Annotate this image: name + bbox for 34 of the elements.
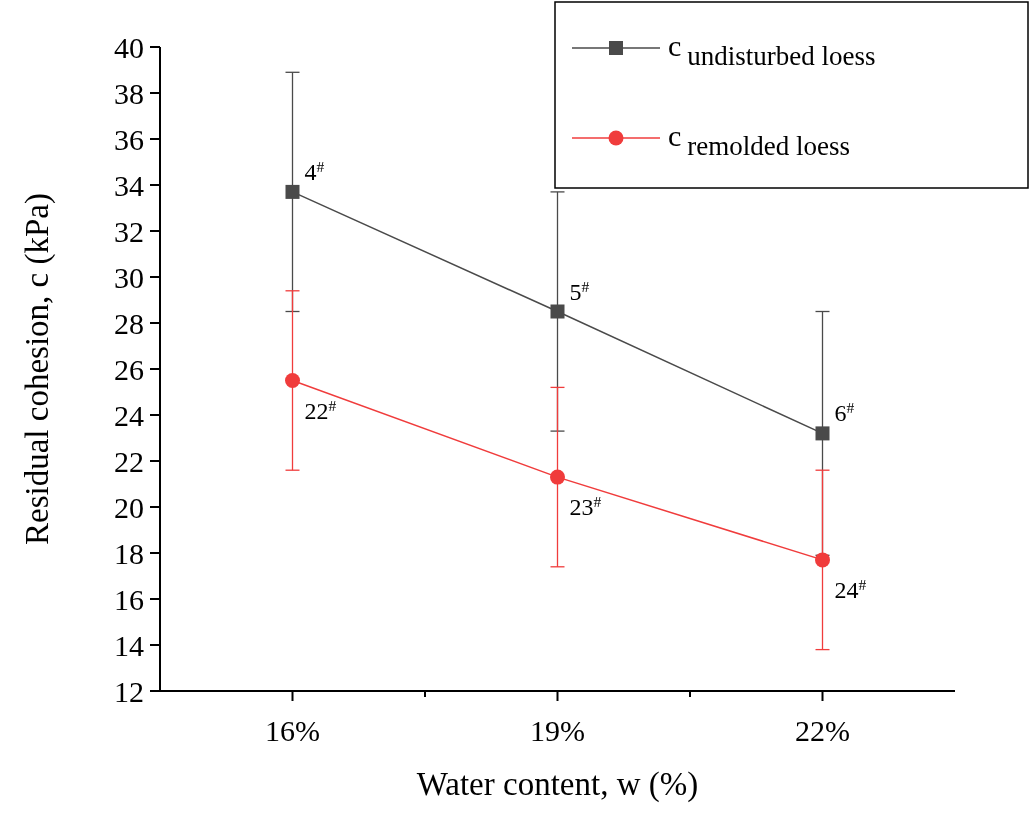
y-tick-label: 38 [114, 76, 144, 110]
point [550, 469, 565, 485]
point [815, 426, 830, 441]
y-tick-label: 24 [114, 398, 144, 432]
y-tick-label: 32 [114, 214, 144, 248]
x-axis-title: Water content, w (%) [416, 766, 699, 803]
y-tick-label: 16 [114, 582, 144, 616]
y-tick-label: 34 [114, 168, 144, 202]
y-tick-label: 30 [114, 260, 144, 294]
point [550, 304, 565, 319]
y-tick-label: 20 [114, 490, 144, 524]
point [285, 184, 300, 199]
y-tick-label: 28 [114, 306, 144, 340]
x-tick-label: 16% [265, 714, 320, 747]
legend-label: c$_{remolded loess}$ [668, 119, 851, 162]
y-tick-label: 22 [114, 444, 144, 478]
x-tick-label: 19% [530, 714, 585, 747]
x-tick-label: 22% [795, 714, 850, 747]
y-tick-label: 40 [114, 30, 144, 64]
annotation: 22$^{#}$ [304, 396, 337, 424]
legend-label: c$_{undisturbed loess}$ [668, 29, 876, 72]
point [815, 552, 830, 568]
y-tick-label: 26 [114, 352, 144, 386]
annotation: 6$^{#}$ [834, 398, 855, 427]
annotation: 24$^{#}$ [834, 575, 867, 603]
y-tick-label: 36 [114, 122, 144, 156]
annotation: 5$^{#}$ [569, 277, 590, 305]
y-tick-label: 12 [114, 674, 144, 708]
point [285, 373, 300, 388]
annotation: 23$^{#}$ [569, 492, 602, 521]
y-axis-title: Residual cohesion, c (kPa) [19, 193, 56, 545]
annotation: 4$^{#}$ [304, 157, 325, 185]
y-tick-label: 18 [114, 536, 144, 570]
y-tick-label: 14 [114, 628, 144, 662]
